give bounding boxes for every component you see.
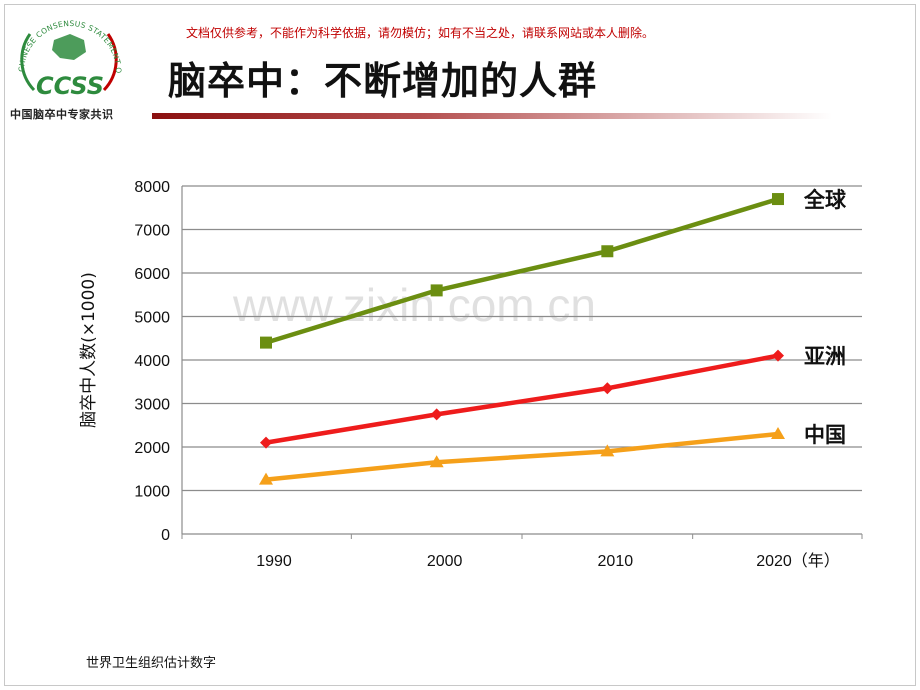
page-title: 脑卒中：不断增加的人群: [168, 59, 598, 103]
series-label: 全球: [803, 188, 847, 212]
data-point-square: [260, 336, 272, 349]
x-tick-label: 2020（年）: [756, 552, 840, 570]
series-line: [265, 196, 779, 345]
ccss-logo: CHINESE CONSENSUS STATEMENT OF STROKE CC…: [8, 4, 123, 100]
data-point-diamond: [430, 408, 443, 421]
x-tick-label: 2000: [427, 553, 463, 570]
watermark: www.zixin.com.cn: [232, 279, 596, 331]
series-label: 中国: [804, 423, 846, 447]
x-tick-label: 1990: [256, 553, 292, 570]
title-divider: [152, 113, 832, 119]
data-point-diamond: [601, 382, 614, 395]
data-point-diamond: [772, 349, 784, 362]
data-point-diamond: [260, 436, 272, 449]
data-point-triangle: [771, 426, 785, 439]
y-tick-label: 3000: [134, 397, 170, 414]
y-tick-label: 2000: [134, 440, 170, 457]
x-tick-label: 2010: [598, 553, 634, 570]
logo-caption: 中国脑卒中专家共识: [10, 108, 114, 121]
y-tick-label: 6000: [134, 266, 170, 283]
data-point-triangle: [259, 472, 273, 485]
y-tick-label: 1000: [134, 484, 170, 501]
disclaimer-notice: 文档仅供参考，不能作为科学依据，请勿模仿；如有不当之处，请联系网站或本人删除。: [186, 26, 655, 40]
y-axis-label: 脑卒中人数(×1000): [79, 272, 99, 428]
y-tick-label: 8000: [134, 179, 170, 196]
series-line: [265, 431, 779, 482]
series-label: 亚洲: [804, 345, 846, 369]
chart-axes: 0 1000 2000 3000 4000 5000 6000 7000 8000 1990 200…: [134, 179, 863, 570]
logo-text: CCSS: [36, 72, 104, 100]
data-point-triangle: [429, 455, 444, 468]
y-tick-label: 0: [161, 527, 170, 544]
data-point-square: [601, 245, 614, 258]
y-tick-label: 5000: [134, 310, 170, 327]
data-point-square: [772, 193, 784, 206]
data-point-triangle: [600, 444, 615, 457]
data-point-square: [430, 284, 443, 297]
slide-frame: [4, 4, 916, 686]
y-tick-label: 7000: [134, 223, 170, 240]
source-note: 世界卫生组织估计数字: [86, 656, 217, 671]
chart-series: [259, 193, 785, 485]
series-line: [265, 353, 779, 445]
y-tick-label: 4000: [134, 353, 170, 370]
